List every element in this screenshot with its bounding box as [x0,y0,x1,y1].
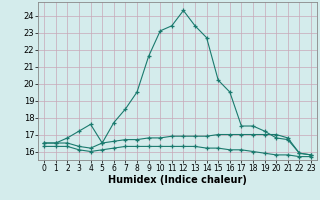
X-axis label: Humidex (Indice chaleur): Humidex (Indice chaleur) [108,175,247,185]
